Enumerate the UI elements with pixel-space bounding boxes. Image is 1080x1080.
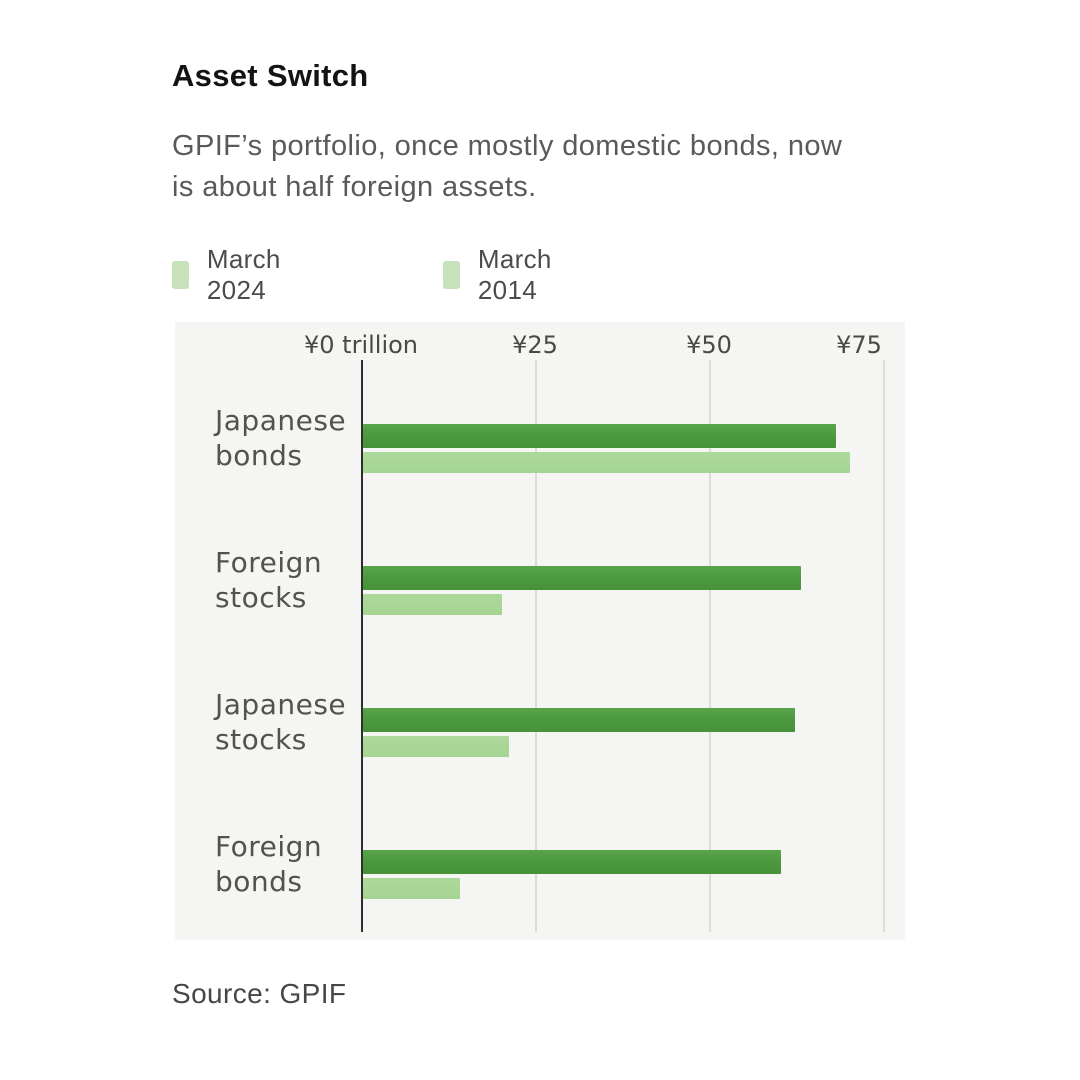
- category-label-line: Japanese: [215, 688, 347, 721]
- bar-march-2014: [363, 452, 851, 473]
- category-label-line: bonds: [215, 865, 303, 898]
- gridline: [883, 360, 885, 932]
- category-label-line: Foreign: [215, 546, 323, 579]
- x-tick-label: ¥25: [512, 331, 558, 359]
- bar-march-2014: [363, 594, 503, 615]
- legend-item-march-2014: March 2014: [443, 244, 563, 306]
- subtitle-line-1: GPIF’s portfolio, once mostly domestic b…: [172, 130, 843, 162]
- category-label: Japanese bonds: [215, 403, 346, 473]
- category-label-line: bonds: [215, 439, 303, 472]
- x-tick-label: ¥75: [836, 331, 882, 359]
- bar-march-2024: [363, 424, 837, 448]
- legend-item-march-2024: March 2024: [172, 244, 292, 306]
- category-label-line: stocks: [215, 723, 307, 756]
- chart-subtitle: GPIF’s portfolio, once mostly domestic b…: [172, 126, 842, 208]
- legend-label: March 2014: [477, 244, 552, 305]
- category-label-line: stocks: [215, 581, 307, 614]
- x-tick-label: ¥50: [686, 331, 732, 359]
- bar-march-2024: [363, 566, 802, 590]
- category-label-line: Foreign: [215, 830, 323, 863]
- bar-march-2024: [363, 708, 795, 732]
- legend-swatch: [172, 261, 189, 289]
- legend-swatch: [443, 261, 460, 289]
- bar-march-2014: [363, 736, 510, 757]
- category-label: Japanese stocks: [215, 687, 346, 757]
- gridline: [709, 360, 711, 932]
- category-label-line: Japanese: [215, 404, 347, 437]
- bar-march-2024: [363, 850, 781, 874]
- source-text: Source: GPIF: [172, 978, 347, 1009]
- legend-label: March 2024: [206, 244, 281, 305]
- chart-panel: ¥0 trillion ¥25 ¥50 ¥75 Japanese bonds Foreign…: [175, 322, 905, 940]
- page-title: Asset Switch: [172, 58, 369, 93]
- bar-march-2014: [363, 878, 461, 899]
- category-label: Foreign stocks: [215, 545, 322, 615]
- gridline: [535, 360, 537, 932]
- x-tick-label: ¥0 trillion: [303, 331, 419, 359]
- y-axis-line: [361, 360, 363, 932]
- subtitle-line-2: is about half foreign assets.: [172, 171, 537, 203]
- category-label: Foreign bonds: [215, 829, 322, 899]
